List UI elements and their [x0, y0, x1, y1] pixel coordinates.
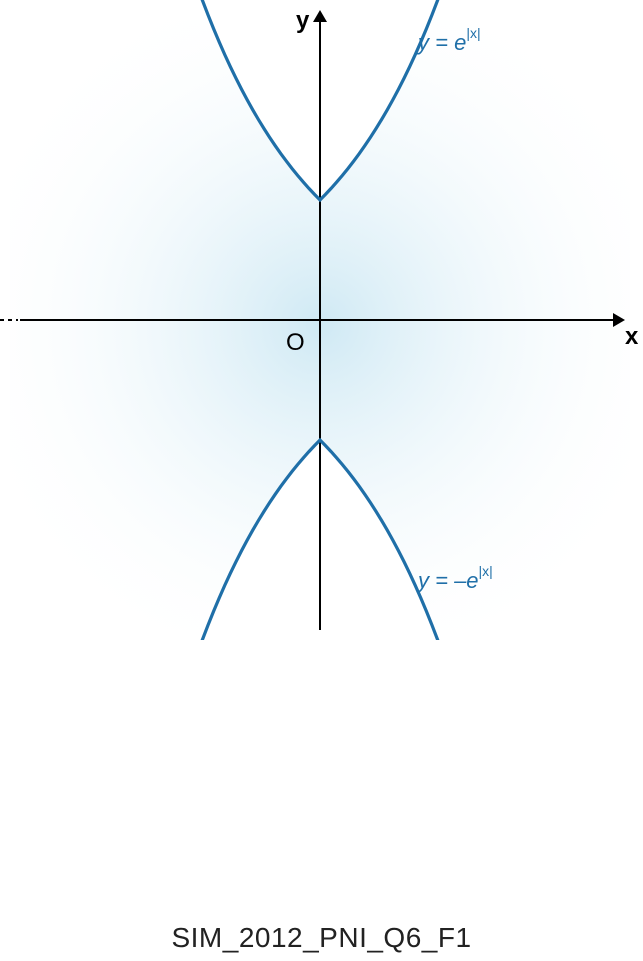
function-plot: xyOy = e|x|y = –e|x| — [0, 0, 643, 640]
svg-text:y: y — [296, 7, 310, 34]
svg-text:O: O — [286, 329, 305, 356]
figure-caption: SIM_2012_PNI_Q6_F1 — [0, 922, 643, 954]
figure-container: xyOy = e|x|y = –e|x| SIM_2012_PNI_Q6_F1 — [0, 0, 643, 961]
svg-text:x: x — [625, 323, 639, 350]
